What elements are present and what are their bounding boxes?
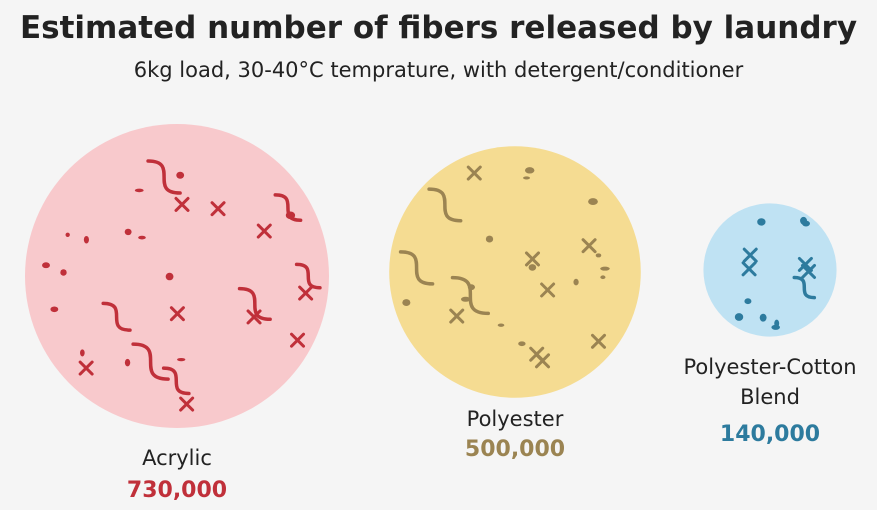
fiber-dot	[573, 278, 579, 286]
value-label: 500,000	[464, 437, 566, 462]
fiber-dot	[402, 299, 411, 307]
fiber-cross	[210, 201, 226, 217]
fiber-dot	[285, 211, 296, 220]
fiber-cross	[581, 238, 597, 254]
fiber-dot	[467, 284, 475, 291]
bubble	[389, 146, 641, 398]
bubble	[25, 124, 329, 428]
fiber-squiggle	[294, 262, 322, 290]
fiber-dot	[528, 264, 537, 271]
fiber-dot	[138, 235, 146, 240]
fiber-cross	[174, 196, 190, 212]
value-label: 140,000	[719, 422, 821, 447]
fiber-squiggle	[273, 193, 303, 222]
fiber-dot	[588, 198, 598, 205]
fiber-dot	[600, 266, 610, 271]
fiber-cross	[179, 396, 195, 412]
fiber-cross	[169, 306, 185, 322]
fiber-cross	[535, 353, 551, 369]
fiber-cross	[741, 261, 757, 277]
fiber-dot	[800, 216, 807, 225]
chart-title: Estimated number of fibers released by l…	[19, 10, 858, 46]
fiber-dot	[80, 349, 85, 357]
bubble	[703, 203, 837, 337]
fiber-dot	[771, 324, 780, 330]
fiber-dot	[65, 232, 70, 237]
fiber-dot	[134, 188, 144, 193]
category-label: Acrylic	[142, 446, 212, 470]
fiber-cross	[524, 251, 540, 267]
chart-subtitle: 6kg load, 30-40°C temprature, with deter…	[133, 58, 744, 82]
fiber-squiggle	[146, 159, 182, 195]
fiber-dot	[600, 275, 606, 280]
fiber-cross	[800, 263, 816, 279]
fiber-dot	[60, 269, 67, 276]
fiber-cross	[797, 256, 813, 272]
fiber-cross	[256, 223, 272, 239]
fiber-dot	[124, 228, 132, 236]
fiber-dot	[497, 323, 505, 327]
fiber-squiggle	[398, 250, 435, 286]
fiber-dot	[734, 313, 744, 321]
fiber-dot	[744, 298, 752, 305]
fiber-dot	[518, 341, 526, 347]
fiber-dot	[460, 296, 471, 302]
fiber-dot	[165, 272, 174, 281]
fiber-dot	[177, 357, 186, 362]
fiber-dot	[176, 171, 185, 179]
fiber-squiggle	[792, 275, 817, 300]
fiber-squiggle	[131, 342, 170, 381]
fiber-dot	[757, 218, 766, 226]
category-label: Polyester-Cotton Blend	[683, 355, 857, 409]
category-label: Polyester	[466, 407, 564, 431]
fiber-squiggle	[101, 301, 132, 332]
fiber-squiggle	[237, 286, 272, 322]
fiber-dot	[595, 253, 602, 258]
fiber-cross	[290, 332, 306, 348]
fiber-squiggle	[427, 187, 463, 223]
fiber-cross	[298, 285, 314, 301]
fiber-dot	[759, 313, 767, 322]
fiber-dot	[524, 167, 535, 174]
fiber-squiggle	[450, 275, 491, 316]
fiber-dot	[42, 262, 50, 269]
value-label: 730,000	[126, 478, 228, 503]
fiber-cross	[590, 333, 606, 349]
fiber-dot	[124, 358, 131, 367]
fiber-cross	[449, 308, 465, 324]
fiber-cross	[742, 247, 758, 263]
fiber-dot	[83, 235, 89, 244]
fiber-squiggle	[161, 366, 191, 396]
fiber-dot	[50, 306, 59, 313]
fiber-dot	[485, 235, 494, 243]
fiber-cross	[466, 165, 482, 181]
fiber-cross	[540, 282, 556, 298]
fiber-cross	[78, 360, 94, 376]
fiber-cross	[246, 309, 262, 325]
fiber-dot	[523, 176, 531, 180]
